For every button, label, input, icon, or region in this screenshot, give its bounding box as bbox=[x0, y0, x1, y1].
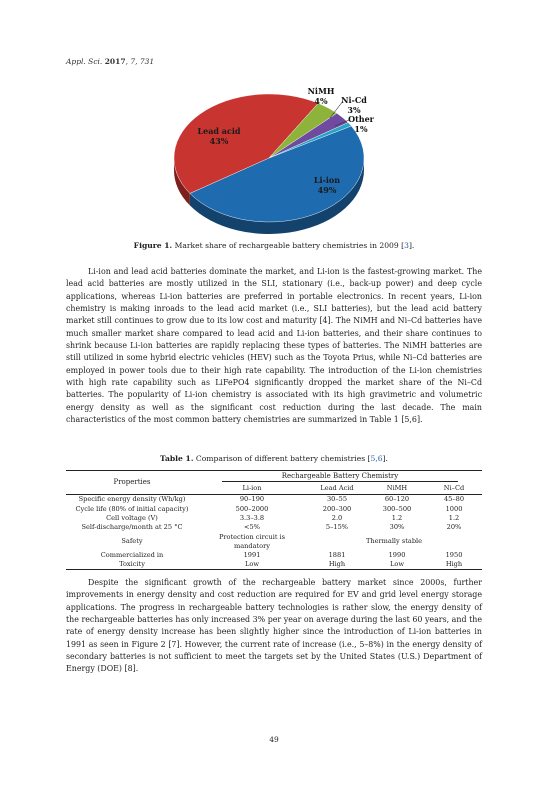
value-cell: 1.2 bbox=[448, 513, 460, 522]
figure-caption-ref[interactable]: 3 bbox=[404, 241, 409, 250]
running-header: Appl. Sci. 2017, 7, 731 bbox=[66, 57, 154, 66]
value-cell: Thermally stable bbox=[365, 537, 423, 546]
column-header: Lead Acid bbox=[320, 484, 354, 492]
table-column-row: Li-ion Lead Acid NiMH Ni–Cd bbox=[66, 483, 482, 495]
pie-value-ni-cd: 3% bbox=[347, 105, 361, 115]
property-cell: Cycle life (80% of initial capacity) bbox=[75, 504, 189, 513]
value-cell: 60–120 bbox=[368, 494, 426, 505]
table-caption-label: Table 1. bbox=[160, 454, 194, 463]
figure-caption-text: Market share of rechargeable battery che… bbox=[172, 241, 405, 250]
value-cell: Low bbox=[198, 559, 306, 571]
table-caption-ref[interactable]: 5,6 bbox=[370, 454, 383, 463]
pie-value-other: 1% bbox=[354, 124, 368, 134]
pie-label-lead-acid: Lead acid bbox=[198, 126, 241, 136]
body-paragraph-2: Despite the significant growth of the re… bbox=[66, 577, 482, 676]
page-number: 49 bbox=[269, 735, 279, 744]
journal-volume: , 7, 731 bbox=[125, 57, 155, 66]
table-row: Safety Protection circuit is mandatory T… bbox=[66, 533, 482, 551]
table-caption: Table 1. Comparison of different battery… bbox=[0, 454, 548, 463]
pie-side-lead-acid bbox=[174, 158, 190, 206]
value-cell: 1.2 bbox=[391, 513, 403, 522]
pie-slice-other bbox=[268, 122, 352, 159]
leader-line-other bbox=[334, 119, 350, 127]
table-row: Self-discharge/month at 25 °C <5% 5–15% … bbox=[66, 523, 482, 532]
journal-year: 2017 bbox=[104, 57, 126, 66]
value-cell: 45–80 bbox=[426, 494, 482, 505]
table-row: Commercialized in 1991 1881 1990 1950 bbox=[66, 551, 482, 560]
table-caption-text: Comparison of different battery chemistr… bbox=[193, 454, 371, 463]
value-cell: 1000 bbox=[445, 504, 463, 513]
pie-label-other: Other bbox=[348, 114, 375, 124]
property-cell: Safety bbox=[121, 537, 143, 546]
value-cell: 1990 bbox=[388, 550, 406, 559]
table-row: Cell voltage (V) 3.3–3.8 2.0 1.2 1.2 bbox=[66, 514, 482, 523]
value-cell: 90–190 bbox=[198, 494, 306, 505]
value-cell: 20% bbox=[446, 523, 462, 532]
table-row: Toxicity Low High Low High bbox=[66, 559, 482, 571]
property-cell: Cell voltage (V) bbox=[106, 513, 158, 522]
property-cell: Toxicity bbox=[66, 559, 198, 571]
paragraph-1-text: Li-ion and lead acid batteries dominate … bbox=[66, 267, 482, 425]
value-cell: 300–500 bbox=[382, 504, 412, 513]
value-cell: <5% bbox=[244, 523, 260, 532]
pie-slice-li-ion bbox=[189, 125, 365, 223]
pie-value-li-ion: 49% bbox=[318, 185, 337, 195]
column-header: NiMH bbox=[386, 484, 408, 492]
property-cell: Specific energy density (Wh/kg) bbox=[66, 494, 198, 505]
property-cell: Commercialized in bbox=[100, 550, 164, 559]
value-cell: Low bbox=[368, 559, 426, 571]
value-cell: 30–55 bbox=[306, 494, 368, 505]
table-row: Specific energy density (Wh/kg) 90–190 3… bbox=[66, 494, 482, 505]
property-cell: Self-discharge/month at 25 °C bbox=[81, 523, 183, 532]
group-header: Rechargeable Battery Chemistry bbox=[198, 470, 482, 483]
column-header: Li-ion bbox=[242, 484, 262, 492]
value-cell: High bbox=[306, 559, 368, 571]
pie-label-li-ion: Li-ion bbox=[314, 175, 340, 185]
pie-value-lead-acid: 43% bbox=[210, 136, 229, 146]
column-header: Ni–Cd bbox=[443, 484, 465, 492]
value-cell: 5–15% bbox=[325, 523, 349, 532]
value-cell: 1881 bbox=[328, 550, 346, 559]
value-cell: 500–2000 bbox=[235, 504, 269, 513]
value-cell: 2.0 bbox=[331, 513, 343, 522]
pie-label-nimh: NiMH bbox=[308, 86, 335, 96]
value-cell: 200–300 bbox=[322, 504, 352, 513]
body-paragraph-1: Li-ion and lead acid batteries dominate … bbox=[66, 266, 482, 426]
figure-caption: Figure 1. Market share of rechargeable b… bbox=[0, 241, 548, 250]
table-row: Cycle life (80% of initial capacity) 500… bbox=[66, 504, 482, 513]
figure-caption-label: Figure 1. bbox=[133, 241, 173, 250]
value-cell: 1950 bbox=[445, 550, 463, 559]
value-cell: Protection circuit is mandatory bbox=[218, 532, 286, 550]
battery-comparison-table: Properties Rechargeable Battery Chemistr… bbox=[66, 470, 482, 571]
leader-line-ni-cd bbox=[329, 100, 344, 119]
journal-name: Appl. Sci. bbox=[66, 57, 103, 66]
pie-label-ni-cd: Ni-Cd bbox=[341, 95, 367, 105]
value-cell: High bbox=[426, 559, 482, 571]
pie-slice-lead-acid bbox=[173, 93, 319, 194]
table-caption-end: ]. bbox=[382, 454, 388, 463]
pie-value-nimh: 4% bbox=[314, 96, 328, 106]
value-cell: 1991 bbox=[243, 550, 261, 559]
properties-header: Properties bbox=[66, 470, 198, 495]
pie-side-li-ion bbox=[189, 158, 365, 235]
figure-caption-end: ]. bbox=[408, 241, 415, 250]
table-header-row: Properties Rechargeable Battery Chemistr… bbox=[66, 470, 482, 495]
group-header-text: Rechargeable Battery Chemistry bbox=[221, 472, 459, 482]
value-cell: 30% bbox=[389, 523, 405, 532]
paragraph-2-text: Despite the significant growth of the re… bbox=[66, 578, 482, 674]
value-cell: 3.3–3.8 bbox=[239, 513, 265, 522]
